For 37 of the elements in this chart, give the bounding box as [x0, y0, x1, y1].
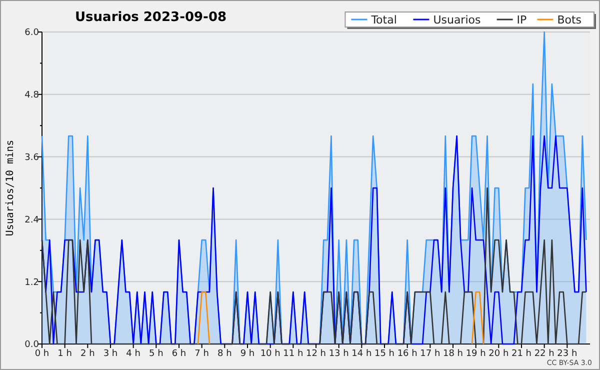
- x-tick-label: 10 h: [260, 349, 280, 359]
- x-tick-label: 21 h: [511, 349, 532, 359]
- x-tick-label: 13 h: [328, 349, 349, 359]
- legend-label: IP: [516, 14, 528, 26]
- x-tick-label: 14 h: [352, 349, 372, 359]
- y-tick-label: 2.4: [24, 215, 40, 226]
- legend-label: Usuarios: [433, 14, 482, 26]
- x-tick-label: 20 h: [488, 349, 509, 359]
- y-tick-label: 0.0: [24, 340, 40, 350]
- x-tick-label: 18 h: [442, 349, 464, 359]
- x-tick-label: 19 h: [466, 349, 486, 359]
- x-tick-label: 12 h: [306, 349, 326, 359]
- x-tick-label: 9 h: [240, 349, 255, 359]
- y-axis-title: Usuarios/10 mins: [5, 140, 16, 236]
- x-tick-label: 6 h: [172, 349, 186, 359]
- line-series: [41, 187, 587, 345]
- x-tick-label: 16 h: [397, 349, 418, 359]
- x-tick-label: 8 h: [218, 349, 232, 359]
- x-tick-label: 4 h: [126, 349, 140, 359]
- x-tick-label: 3 h: [103, 349, 118, 359]
- x-tick-label: 23 h: [557, 349, 578, 359]
- x-tick-label: 15 h: [374, 349, 395, 359]
- x-tick-label: 17 h: [420, 349, 440, 359]
- x-tick-label: 5 h: [149, 349, 164, 359]
- y-tick-label: 6.0: [24, 28, 40, 38]
- x-tick-label: 0 h: [34, 349, 50, 359]
- x-tick-label: 1 h: [58, 349, 72, 359]
- y-tick-label: 1.2: [24, 278, 39, 288]
- x-tick-label: 22 h: [534, 349, 554, 359]
- x-tick-label: 2 h: [80, 349, 95, 359]
- y-tick-label: 4.8: [24, 90, 40, 101]
- y-tick-label: 3.6: [24, 152, 40, 163]
- legend-label: Bots: [557, 14, 582, 26]
- legend-label: Total: [370, 14, 397, 26]
- x-tick-label: 7 h: [194, 349, 209, 359]
- chart-title: Usuarios 2023-09-08: [75, 10, 227, 25]
- x-tick-label: 11 h: [283, 349, 304, 359]
